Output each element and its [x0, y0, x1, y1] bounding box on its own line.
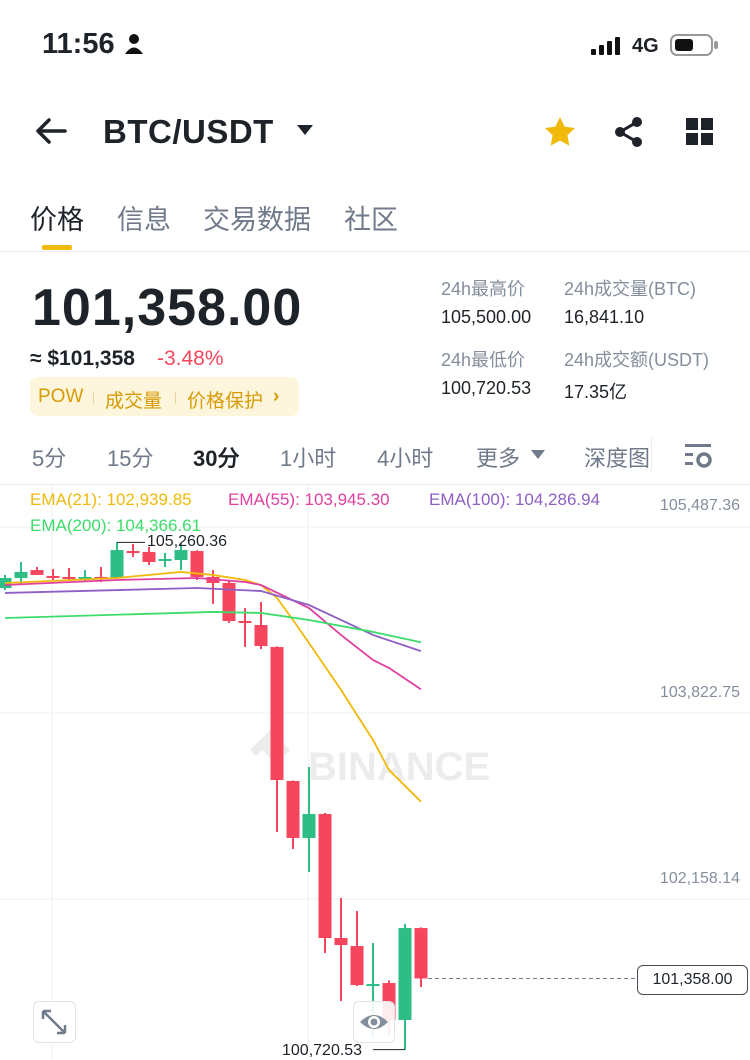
divider: [0, 484, 750, 485]
high-marker-label: 105,260.36: [147, 533, 228, 550]
binance-watermark: BINANCE: [250, 730, 490, 789]
last-price: 101,358.00: [32, 279, 303, 337]
candle-down: [270, 647, 284, 780]
candle-up: [174, 550, 188, 560]
candle-down: [414, 928, 428, 979]
tag-price-protection[interactable]: 价格保护: [187, 391, 264, 412]
candle-down: [350, 946, 364, 986]
tag-volume[interactable]: 成交量: [105, 391, 163, 412]
ema100-legend: EMA(100): 104,286.94: [429, 490, 601, 509]
status-time: 11:56: [42, 28, 115, 60]
share-icon[interactable]: [613, 116, 645, 148]
candle-down: [334, 937, 348, 946]
chevron-right-icon: ›: [273, 386, 280, 407]
stat-high-label: 24h最高价: [441, 279, 526, 299]
stat-vol-usdt-value: 17.35亿: [564, 382, 628, 402]
interval-more[interactable]: 更多: [476, 446, 521, 471]
interval-depth[interactable]: 深度图: [584, 446, 649, 471]
tag-separator: [175, 392, 176, 404]
stat-low-label: 24h最低价: [441, 350, 526, 370]
stat-low-value: 100,720.53: [441, 378, 532, 398]
divider: [651, 437, 652, 471]
divider: [0, 251, 750, 252]
fullscreen-button[interactable]: [33, 1001, 76, 1043]
tag-pow[interactable]: POW: [38, 386, 84, 407]
network-label: 4G: [632, 35, 659, 57]
price-change: -3.48%: [157, 347, 224, 370]
dropdown-caret-icon[interactable]: [296, 124, 314, 136]
eye-icon: [360, 1015, 388, 1029]
low-marker-label: 100,720.53: [282, 1042, 363, 1059]
stat-vol-usdt-label: 24h成交额(USDT): [564, 350, 710, 370]
svg-text:BINANCE: BINANCE: [308, 745, 490, 789]
tab-info[interactable]: 信息: [117, 205, 171, 235]
candle-down: [62, 576, 76, 579]
interval-4h[interactable]: 4小时: [377, 446, 434, 471]
ema-line-200: [4, 611, 422, 644]
person-icon: [125, 34, 143, 54]
candle-down: [238, 620, 252, 623]
grid-icon[interactable]: [686, 118, 714, 146]
candle-down: [190, 551, 204, 577]
active-tab-indicator: [42, 245, 72, 250]
dropdown-caret-icon[interactable]: [530, 449, 546, 460]
candle-down: [286, 780, 300, 838]
interval-30m[interactable]: 30分: [193, 446, 240, 471]
candle-down: [318, 813, 332, 938]
interval-1h[interactable]: 1小时: [280, 446, 337, 471]
interval-15m[interactable]: 15分: [107, 446, 154, 471]
candle-up: [14, 571, 28, 578]
candle-up: [158, 558, 172, 561]
candle-down: [126, 551, 140, 554]
ema55-legend: EMA(55): 103,945.30: [228, 490, 390, 509]
candle-down: [46, 575, 60, 578]
stat-vol-btc-value: 16,841.10: [564, 307, 645, 327]
pair-title[interactable]: BTC/USDT: [103, 113, 274, 150]
candle-down: [142, 551, 156, 562]
ema-line-55: [4, 577, 422, 691]
tab-trading-data[interactable]: 交易数据: [203, 205, 311, 235]
chart-settings-icon[interactable]: [685, 443, 713, 469]
tag-separator: [93, 392, 94, 404]
tab-price[interactable]: 价格: [30, 205, 84, 235]
ema-line-21: [4, 571, 422, 803]
y-tick-label: 105,487.36: [659, 497, 740, 514]
candle-down: [30, 570, 44, 575]
candle-up: [78, 576, 92, 579]
last-price-label: 101,358.00: [637, 965, 748, 995]
ema21-legend: EMA(21): 102,939.85: [30, 490, 192, 509]
stat-vol-btc-label: 24h成交量(BTC): [564, 279, 697, 299]
y-tick-label: 103,822.75: [659, 684, 740, 701]
y-tick-label: 102,158.14: [659, 870, 740, 887]
star-icon[interactable]: [543, 115, 577, 149]
stat-high-value: 105,500.00: [441, 307, 532, 327]
candle-up: [366, 984, 380, 987]
back-arrow-icon[interactable]: [34, 117, 68, 145]
tab-community[interactable]: 社区: [344, 205, 398, 235]
candle-up: [302, 813, 316, 838]
usd-price: ≈ $101,358: [30, 347, 135, 370]
battery-icon: [670, 34, 718, 56]
interval-5m[interactable]: 5分: [32, 446, 67, 471]
candle-up: [110, 550, 124, 578]
candle-down: [254, 625, 268, 647]
ema-line-100: [4, 587, 422, 653]
candlestick-chart[interactable]: BINANCE: [0, 485, 750, 1058]
candle-up: [398, 928, 412, 1021]
tag-bar[interactable]: [30, 377, 299, 416]
expand-icon: [41, 1009, 67, 1035]
signal-icon: [591, 37, 620, 55]
ema200-legend: EMA(200): 104,366.61: [30, 516, 202, 535]
visibility-button[interactable]: [353, 1001, 395, 1043]
